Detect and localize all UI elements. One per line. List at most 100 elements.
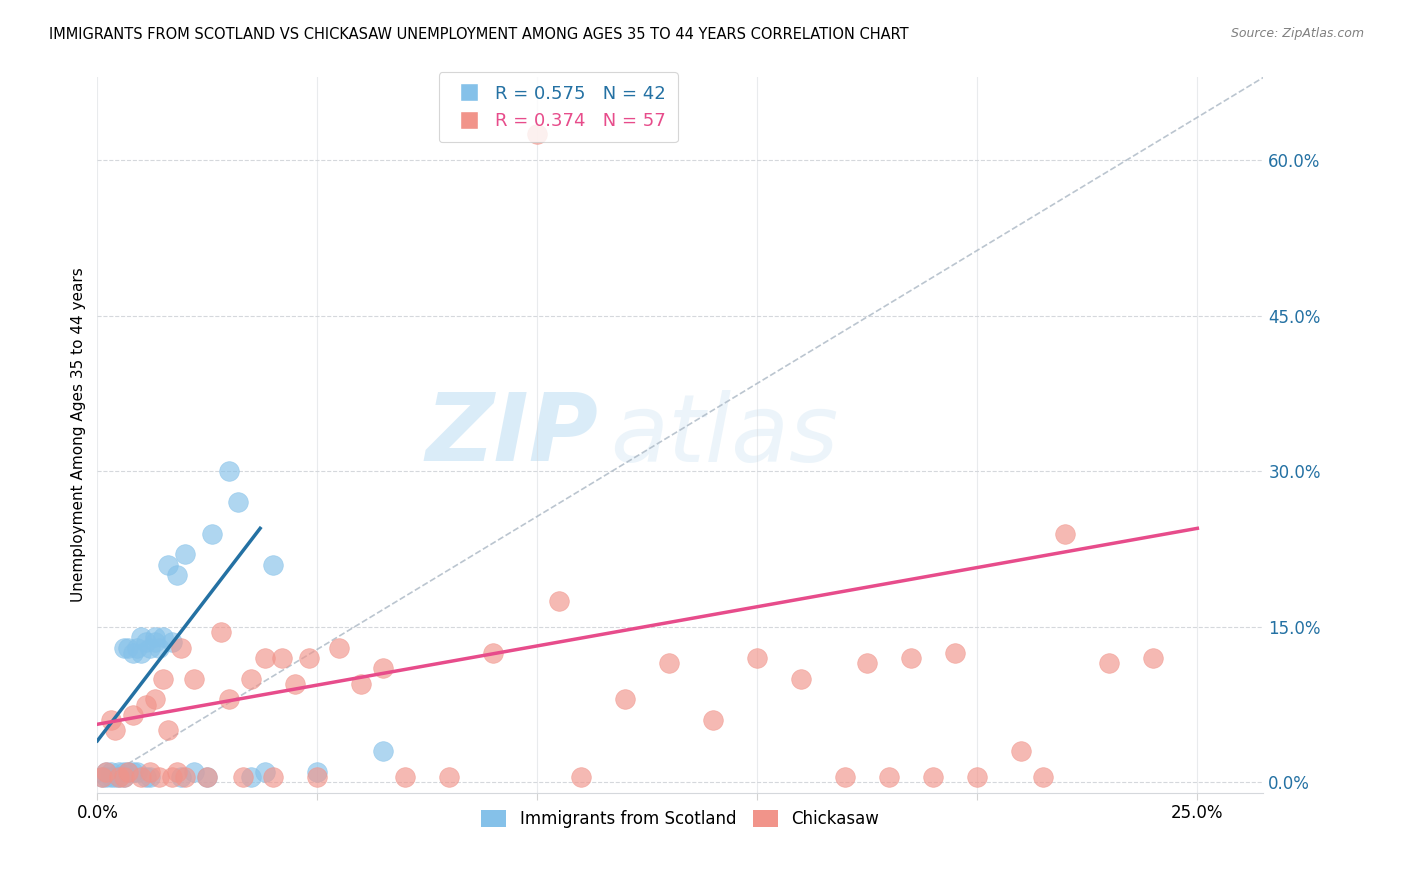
Point xyxy=(526,128,548,142)
Point xyxy=(966,770,988,784)
Point xyxy=(297,651,319,665)
Point xyxy=(201,526,224,541)
Point xyxy=(253,764,276,779)
Point xyxy=(125,640,148,655)
Point xyxy=(143,635,166,649)
Point xyxy=(166,568,188,582)
Point xyxy=(108,770,131,784)
Point xyxy=(1010,744,1032,758)
Point xyxy=(108,764,131,779)
Point xyxy=(262,558,284,572)
Point xyxy=(271,651,294,665)
Point xyxy=(900,651,922,665)
Point xyxy=(747,651,769,665)
Point xyxy=(121,707,143,722)
Point xyxy=(373,744,395,758)
Point xyxy=(240,770,263,784)
Point xyxy=(148,640,170,655)
Point xyxy=(856,656,879,670)
Point xyxy=(218,464,240,478)
Point xyxy=(148,770,170,784)
Point xyxy=(135,770,157,784)
Point xyxy=(350,677,373,691)
Point xyxy=(166,764,188,779)
Text: atlas: atlas xyxy=(610,390,838,481)
Point xyxy=(100,713,122,727)
Point xyxy=(482,646,505,660)
Point xyxy=(834,770,856,784)
Legend: Immigrants from Scotland, Chickasaw: Immigrants from Scotland, Chickasaw xyxy=(475,803,886,834)
Point xyxy=(121,764,143,779)
Point xyxy=(943,646,966,660)
Point xyxy=(143,692,166,706)
Point xyxy=(100,770,122,784)
Point xyxy=(218,692,240,706)
Point xyxy=(139,764,162,779)
Text: Source: ZipAtlas.com: Source: ZipAtlas.com xyxy=(1230,27,1364,40)
Text: IMMIGRANTS FROM SCOTLAND VS CHICKASAW UNEMPLOYMENT AMONG AGES 35 TO 44 YEARS COR: IMMIGRANTS FROM SCOTLAND VS CHICKASAW UN… xyxy=(49,27,908,42)
Point xyxy=(152,630,174,644)
Point xyxy=(160,635,183,649)
Point xyxy=(108,770,131,784)
Point xyxy=(104,723,127,738)
Point xyxy=(307,764,329,779)
Point xyxy=(307,770,329,784)
Point xyxy=(156,558,179,572)
Point xyxy=(121,646,143,660)
Point xyxy=(152,672,174,686)
Point xyxy=(328,640,350,655)
Point xyxy=(262,770,284,784)
Point xyxy=(94,770,117,784)
Point xyxy=(117,764,139,779)
Point xyxy=(170,640,193,655)
Point xyxy=(160,770,183,784)
Point xyxy=(195,770,218,784)
Point xyxy=(174,770,197,784)
Point xyxy=(226,495,249,509)
Point xyxy=(879,770,901,784)
Point xyxy=(139,770,162,784)
Point xyxy=(139,640,162,655)
Point xyxy=(94,764,117,779)
Point xyxy=(112,640,135,655)
Point xyxy=(702,713,724,727)
Point xyxy=(143,630,166,644)
Point xyxy=(156,723,179,738)
Y-axis label: Unemployment Among Ages 35 to 44 years: Unemployment Among Ages 35 to 44 years xyxy=(72,268,86,602)
Point xyxy=(104,770,127,784)
Point xyxy=(195,770,218,784)
Point xyxy=(117,764,139,779)
Point xyxy=(112,770,135,784)
Point xyxy=(1098,656,1121,670)
Point xyxy=(131,770,153,784)
Point xyxy=(135,635,157,649)
Point xyxy=(548,594,571,608)
Point xyxy=(183,764,205,779)
Point xyxy=(90,770,112,784)
Point xyxy=(112,770,135,784)
Point xyxy=(117,640,139,655)
Point xyxy=(1054,526,1077,541)
Point xyxy=(90,770,112,784)
Point xyxy=(170,770,193,784)
Point xyxy=(790,672,813,686)
Point xyxy=(922,770,945,784)
Point xyxy=(253,651,276,665)
Point xyxy=(131,630,153,644)
Point xyxy=(439,770,461,784)
Point xyxy=(135,698,157,712)
Point xyxy=(240,672,263,686)
Point xyxy=(1032,770,1054,784)
Point xyxy=(658,656,681,670)
Point xyxy=(614,692,637,706)
Point xyxy=(373,661,395,675)
Point xyxy=(112,764,135,779)
Point xyxy=(232,770,254,784)
Point xyxy=(100,764,122,779)
Point xyxy=(209,625,232,640)
Point xyxy=(394,770,416,784)
Point xyxy=(125,764,148,779)
Point xyxy=(94,764,117,779)
Point xyxy=(284,677,307,691)
Text: ZIP: ZIP xyxy=(426,389,599,481)
